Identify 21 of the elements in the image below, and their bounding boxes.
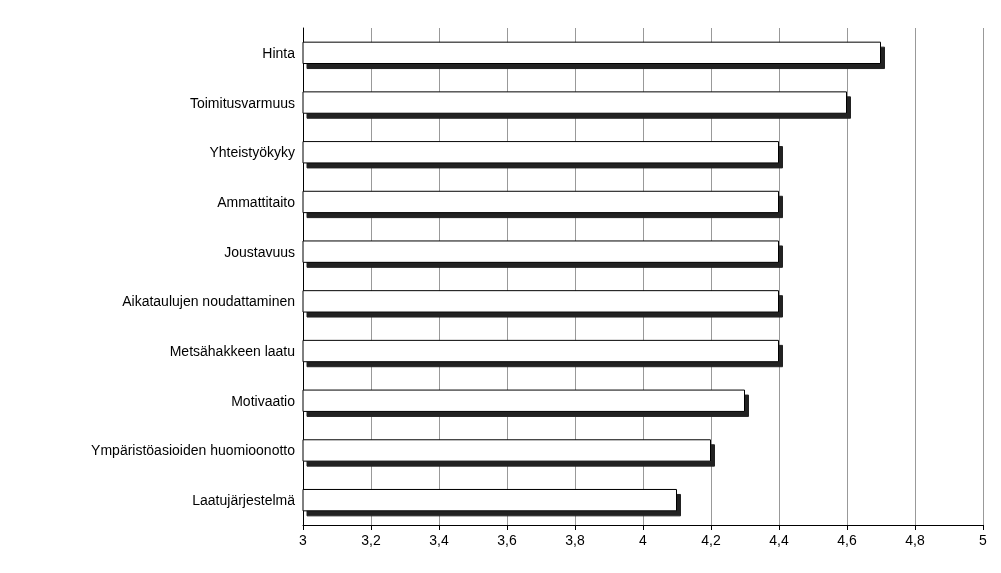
y-tick-label: Aikataulujen noudattaminen bbox=[122, 293, 295, 310]
y-tick-label: Metsähakkeen laatu bbox=[169, 343, 295, 360]
y-tick-label: Laatujärjestelmä bbox=[192, 492, 296, 509]
x-tick-label: 3,2 bbox=[361, 532, 381, 548]
x-tick-label: 3,4 bbox=[429, 532, 449, 548]
x-tick-label: 5 bbox=[979, 532, 988, 548]
x-tick-label: 3 bbox=[299, 532, 308, 548]
x-tick-label: 4,4 bbox=[769, 532, 789, 548]
y-tick-label: Toimitusvarmuus bbox=[189, 94, 295, 111]
y-tick-label: Joustavuus bbox=[224, 243, 295, 260]
x-tick-label: 4,6 bbox=[837, 532, 857, 548]
x-tick-label: 4,8 bbox=[905, 532, 925, 548]
y-tick-label: Ammattitaito bbox=[217, 193, 296, 210]
y-tick-label: Yhteistyökyky bbox=[209, 144, 295, 161]
x-tick-label: 3,8 bbox=[565, 532, 585, 548]
y-tick-label: Motivaatio bbox=[231, 392, 296, 409]
y-tick-label: Ympäristöasioiden huomioonotto bbox=[91, 442, 296, 459]
y-tick-label: Hinta bbox=[262, 44, 296, 61]
x-tick-label: 4 bbox=[639, 532, 648, 548]
x-tick-label: 3,6 bbox=[497, 532, 517, 548]
x-tick-label: 4,2 bbox=[701, 532, 721, 548]
